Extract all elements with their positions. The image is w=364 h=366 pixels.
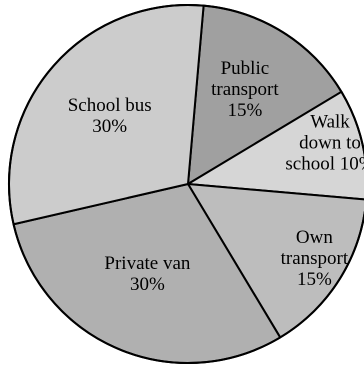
pie-slice-label-line: Private van: [104, 253, 191, 274]
pie-slices: [8, 4, 364, 364]
pie-slice-label-line: 15%: [227, 100, 262, 121]
pie-slice-label-line: school 10%: [285, 154, 364, 175]
pie-slice-label-line: Public: [221, 58, 270, 79]
pie-slice-label-line: transport: [211, 79, 279, 100]
pie-slice-label-line: 30%: [92, 116, 127, 137]
pie-slice-label-line: down to: [299, 133, 361, 154]
pie-outline: [8, 4, 364, 364]
pie-slice-label-4: School bus 30%: [68, 95, 152, 137]
pie-slice-label-line: 30%: [130, 274, 165, 295]
pie-slice-label-line: Own: [296, 227, 333, 248]
pie-slice-label-2: Own transport 15%: [281, 227, 349, 290]
pie-slice-label-line: transport: [281, 248, 349, 269]
pie-slice-label-line: Walk: [310, 112, 350, 133]
pie-slice-label-0: Public transport 15%: [211, 58, 279, 121]
pie-slice-label-3: Private van 30%: [104, 253, 191, 295]
pie-slice-label-line: 15%: [297, 269, 332, 290]
pie-slice-label-line: School bus: [68, 95, 152, 116]
